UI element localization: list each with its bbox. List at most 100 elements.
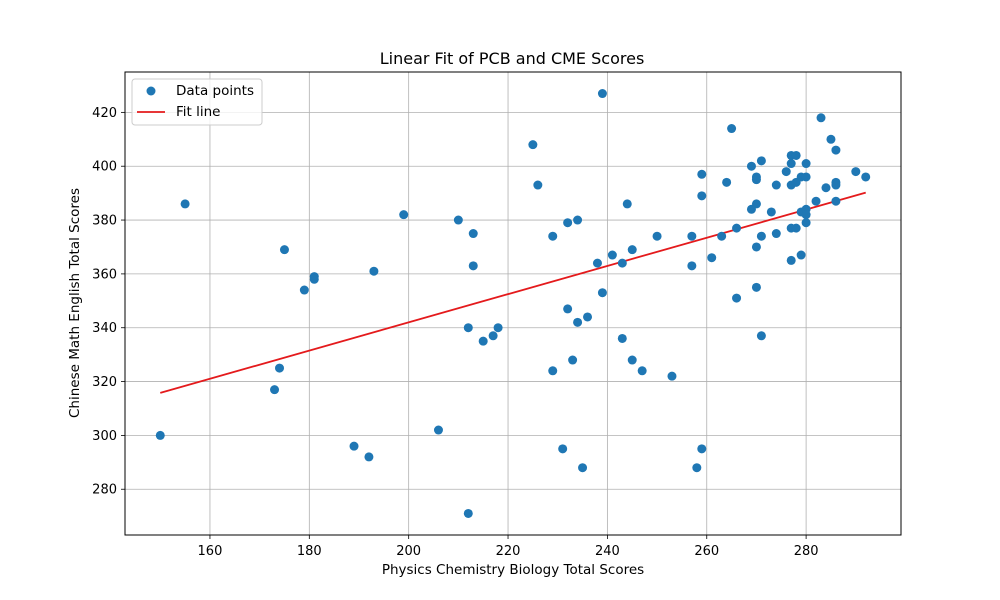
data-point: [597, 89, 607, 99]
data-point: [811, 196, 821, 206]
data-point: [155, 430, 165, 440]
data-point: [573, 215, 583, 225]
chart-title: Linear Fit of PCB and CME Scores: [380, 49, 645, 68]
data-point: [781, 167, 791, 177]
data-point: [801, 218, 811, 228]
data-point: [771, 229, 781, 239]
legend-label-fit-line: Fit line: [176, 104, 220, 120]
y-tick-label: 400: [92, 160, 117, 175]
data-point: [796, 250, 806, 260]
data-point: [275, 363, 285, 373]
fit-line: [160, 191, 866, 394]
data-point: [453, 215, 463, 225]
data-point: [732, 293, 742, 303]
y-tick-label: 280: [92, 483, 117, 498]
x-tick-label: 220: [496, 544, 521, 559]
data-point: [637, 366, 647, 376]
y-tick-label: 380: [92, 214, 117, 229]
y-tick-label: 340: [92, 321, 117, 336]
data-point: [627, 245, 637, 255]
data-point: [563, 218, 573, 228]
data-point: [548, 231, 558, 241]
data-point: [831, 180, 841, 190]
x-tick-label: 160: [198, 544, 223, 559]
data-point: [861, 172, 871, 182]
data-point: [697, 169, 707, 179]
y-tick-label: 320: [92, 375, 117, 390]
data-point: [816, 113, 826, 123]
y-tick-labels: 280 300 320 340 360 380 400 420: [92, 106, 117, 498]
data-point: [697, 444, 707, 454]
x-tick-label: 200: [396, 544, 421, 559]
data-point: [270, 385, 280, 395]
x-tick-labels: 160 180 200 220 240 260 280: [198, 544, 819, 559]
data-point: [687, 261, 697, 271]
data-point: [697, 191, 707, 201]
data-point: [667, 371, 677, 381]
plot-frame: [124, 71, 902, 536]
data-point: [851, 167, 861, 177]
data-point: [801, 210, 811, 220]
legend: Data points Fit line: [131, 78, 263, 126]
data-point: [732, 223, 742, 233]
data-point: [707, 253, 717, 263]
x-axis-title: Physics Chemistry Biology Total Scores: [382, 562, 644, 578]
legend-label-data-points: Data points: [176, 83, 254, 99]
data-point: [751, 199, 761, 209]
data-point: [369, 266, 379, 276]
data-point: [349, 441, 359, 451]
x-tick-label: 240: [595, 544, 620, 559]
data-point: [558, 444, 568, 454]
data-point: [756, 231, 766, 241]
data-point: [727, 124, 737, 134]
data-points-layer: [155, 89, 871, 518]
data-point: [801, 159, 811, 169]
data-point: [826, 134, 836, 144]
plot-area: [125, 72, 901, 535]
data-point: [831, 196, 841, 206]
data-point: [493, 323, 503, 333]
data-point: [533, 180, 543, 190]
data-point: [578, 463, 588, 473]
data-point: [751, 175, 761, 185]
data-point: [468, 261, 478, 271]
legend-frame: [131, 78, 263, 126]
data-point: [722, 177, 732, 187]
x-tick-label: 280: [794, 544, 819, 559]
data-point: [399, 210, 409, 220]
data-point: [791, 150, 801, 160]
data-point: [831, 145, 841, 155]
data-point: [622, 199, 632, 209]
fit-line-layer: [160, 191, 866, 394]
legend-marker-data-points: [146, 86, 156, 96]
x-tick-label: 260: [694, 544, 719, 559]
data-point: [309, 274, 319, 284]
data-point: [463, 323, 473, 333]
y-axis-title: Chinese Math English Total Scores: [67, 188, 83, 418]
data-point: [617, 333, 627, 343]
data-point: [468, 229, 478, 239]
data-point: [791, 223, 801, 233]
data-point: [573, 317, 583, 327]
data-point: [801, 172, 811, 182]
x-tick-label: 180: [297, 544, 322, 559]
data-point: [563, 304, 573, 314]
data-point: [751, 242, 761, 252]
data-point: [756, 156, 766, 166]
data-point: [279, 245, 289, 255]
data-point: [607, 250, 617, 260]
data-point: [786, 159, 796, 169]
data-point: [568, 355, 578, 365]
data-point: [592, 258, 602, 268]
data-point: [364, 452, 374, 462]
data-point: [478, 336, 488, 346]
data-point: [756, 331, 766, 341]
data-point: [617, 258, 627, 268]
data-point: [687, 231, 697, 241]
axes: [121, 111, 807, 539]
y-tick-label: 360: [92, 267, 117, 282]
data-point: [717, 231, 727, 241]
data-point: [751, 282, 761, 292]
data-point: [463, 508, 473, 518]
